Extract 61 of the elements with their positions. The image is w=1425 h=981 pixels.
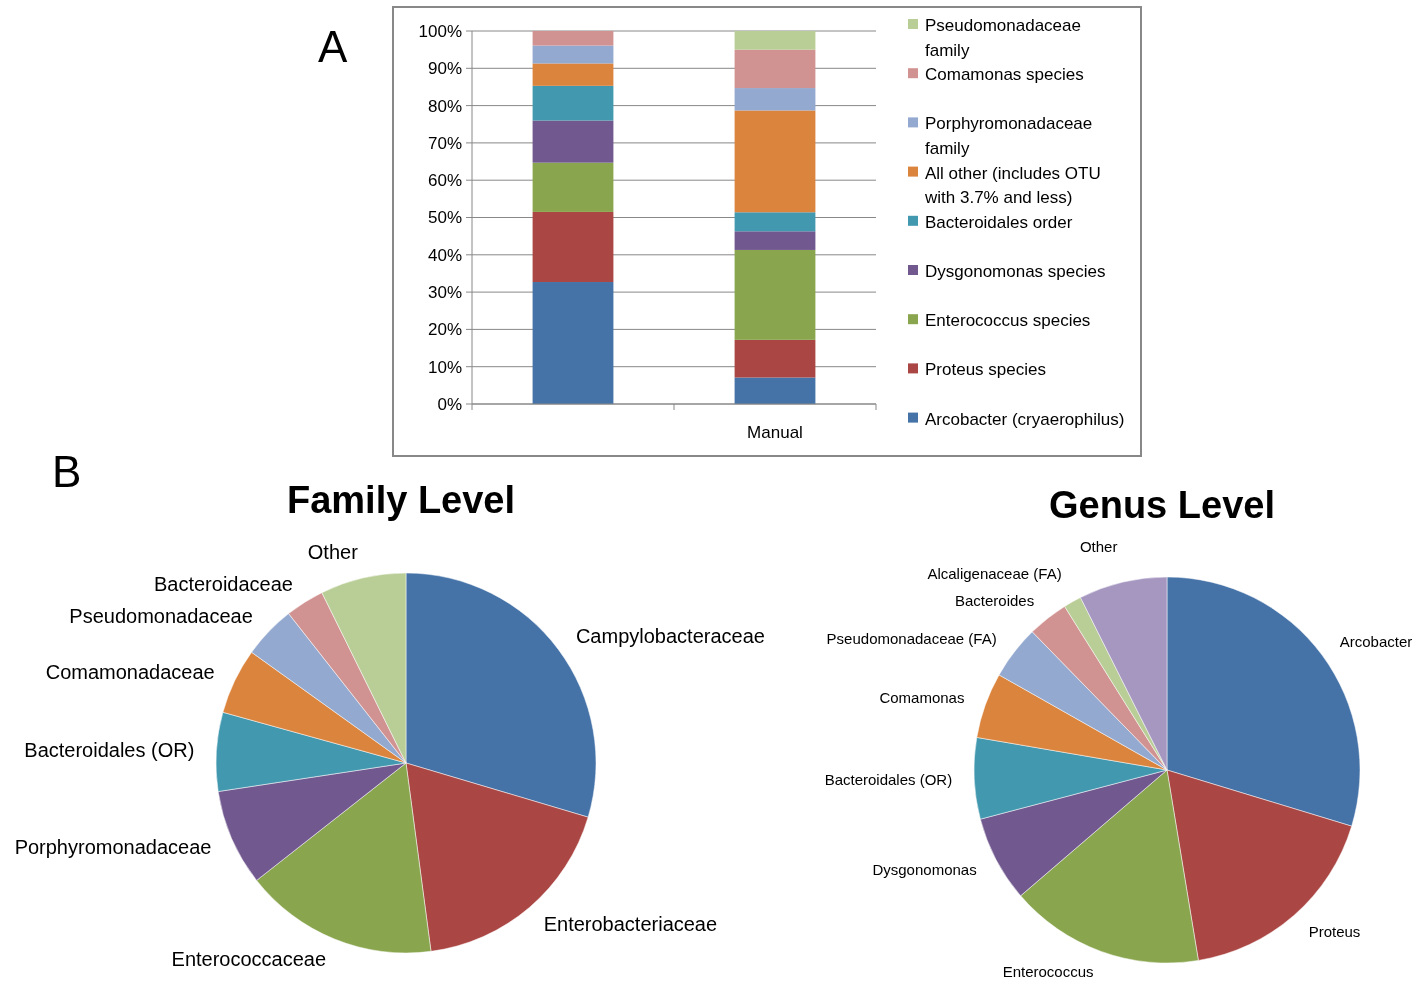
chart-title: Genus Level bbox=[1049, 484, 1275, 526]
legend-label: Proteus species bbox=[925, 360, 1046, 380]
legend-label: Enterococcus species bbox=[925, 311, 1091, 331]
slice-label: Comamonas bbox=[879, 689, 965, 707]
y-tick-label: 30% bbox=[427, 283, 462, 303]
y-tick-label: 10% bbox=[427, 357, 462, 377]
bar bbox=[734, 49, 816, 89]
slice-label: Proteus bbox=[1308, 922, 1361, 940]
legend-label: Pseudomonadaceae family bbox=[925, 15, 1081, 60]
slice-label: Enterococcus bbox=[1002, 963, 1094, 981]
slice-label: Comamonadaceae bbox=[45, 660, 215, 683]
y-tick-label: 100% bbox=[418, 21, 462, 41]
slice-label: Bacteroidales (OR) bbox=[24, 739, 195, 762]
bar bbox=[734, 231, 816, 250]
bar bbox=[532, 63, 614, 86]
legend-label: Arcobacter (cryaerophilus) bbox=[925, 409, 1125, 429]
slice-label: Pseudomonadaceae (FA) bbox=[826, 630, 997, 648]
slice-label: Porphyromonadaceae bbox=[14, 836, 212, 859]
bar bbox=[532, 162, 614, 212]
legend-label: All other (includes OTU with 3.7% and less) bbox=[924, 163, 1101, 208]
y-tick-label: 20% bbox=[427, 320, 462, 340]
y-tick-label: 90% bbox=[427, 59, 462, 79]
bar bbox=[734, 31, 816, 50]
bar bbox=[734, 377, 816, 404]
bar bbox=[734, 212, 816, 232]
bar bbox=[532, 31, 614, 46]
legend-label: Bacteroidales order bbox=[925, 212, 1073, 232]
y-tick-label: 80% bbox=[427, 96, 462, 116]
y-tick-label: 70% bbox=[427, 133, 462, 153]
bar bbox=[532, 211, 614, 283]
legend-label: Comamonas species bbox=[925, 65, 1084, 85]
slice-label: Enterobacteriaceae bbox=[543, 913, 718, 936]
bar bbox=[734, 88, 816, 111]
bar bbox=[532, 282, 614, 404]
bar bbox=[734, 110, 816, 213]
bar bbox=[734, 249, 816, 340]
slice-label: Other bbox=[307, 540, 359, 563]
bar bbox=[532, 45, 614, 64]
slice-label: Arcobacter bbox=[1339, 633, 1413, 651]
chart-title: Family Level bbox=[286, 479, 516, 521]
text: A bbox=[318, 22, 348, 71]
bar bbox=[532, 120, 614, 163]
bar bbox=[532, 85, 614, 121]
slice-label: Dysgonomonas bbox=[872, 861, 977, 879]
y-tick-label: 50% bbox=[427, 208, 462, 228]
slice-label: Other bbox=[1079, 538, 1118, 556]
y-tick-label: 0% bbox=[437, 394, 462, 414]
slice-label: Bacteroidaceae bbox=[153, 572, 293, 595]
slice-label: Pseudomonadaceae bbox=[69, 605, 253, 628]
legend-label: Porphyromonadaceae family bbox=[925, 114, 1093, 158]
slice-label: Alcaligenaceae (FA) bbox=[927, 565, 1062, 583]
legend-label: Dysgonomonas species bbox=[925, 261, 1106, 281]
slice-label: Enterococcaceae bbox=[171, 948, 327, 971]
slice-label: Campylobacteraceae bbox=[575, 625, 765, 648]
slice-label: Bacteroidales (OR) bbox=[824, 770, 953, 788]
x-tick-label: Manual bbox=[747, 423, 803, 442]
bar bbox=[734, 339, 816, 378]
y-tick-label: 40% bbox=[427, 245, 462, 265]
y-tick-label: 60% bbox=[427, 171, 462, 191]
text: B bbox=[52, 447, 82, 496]
slice-label: Bacteroides bbox=[954, 592, 1035, 610]
